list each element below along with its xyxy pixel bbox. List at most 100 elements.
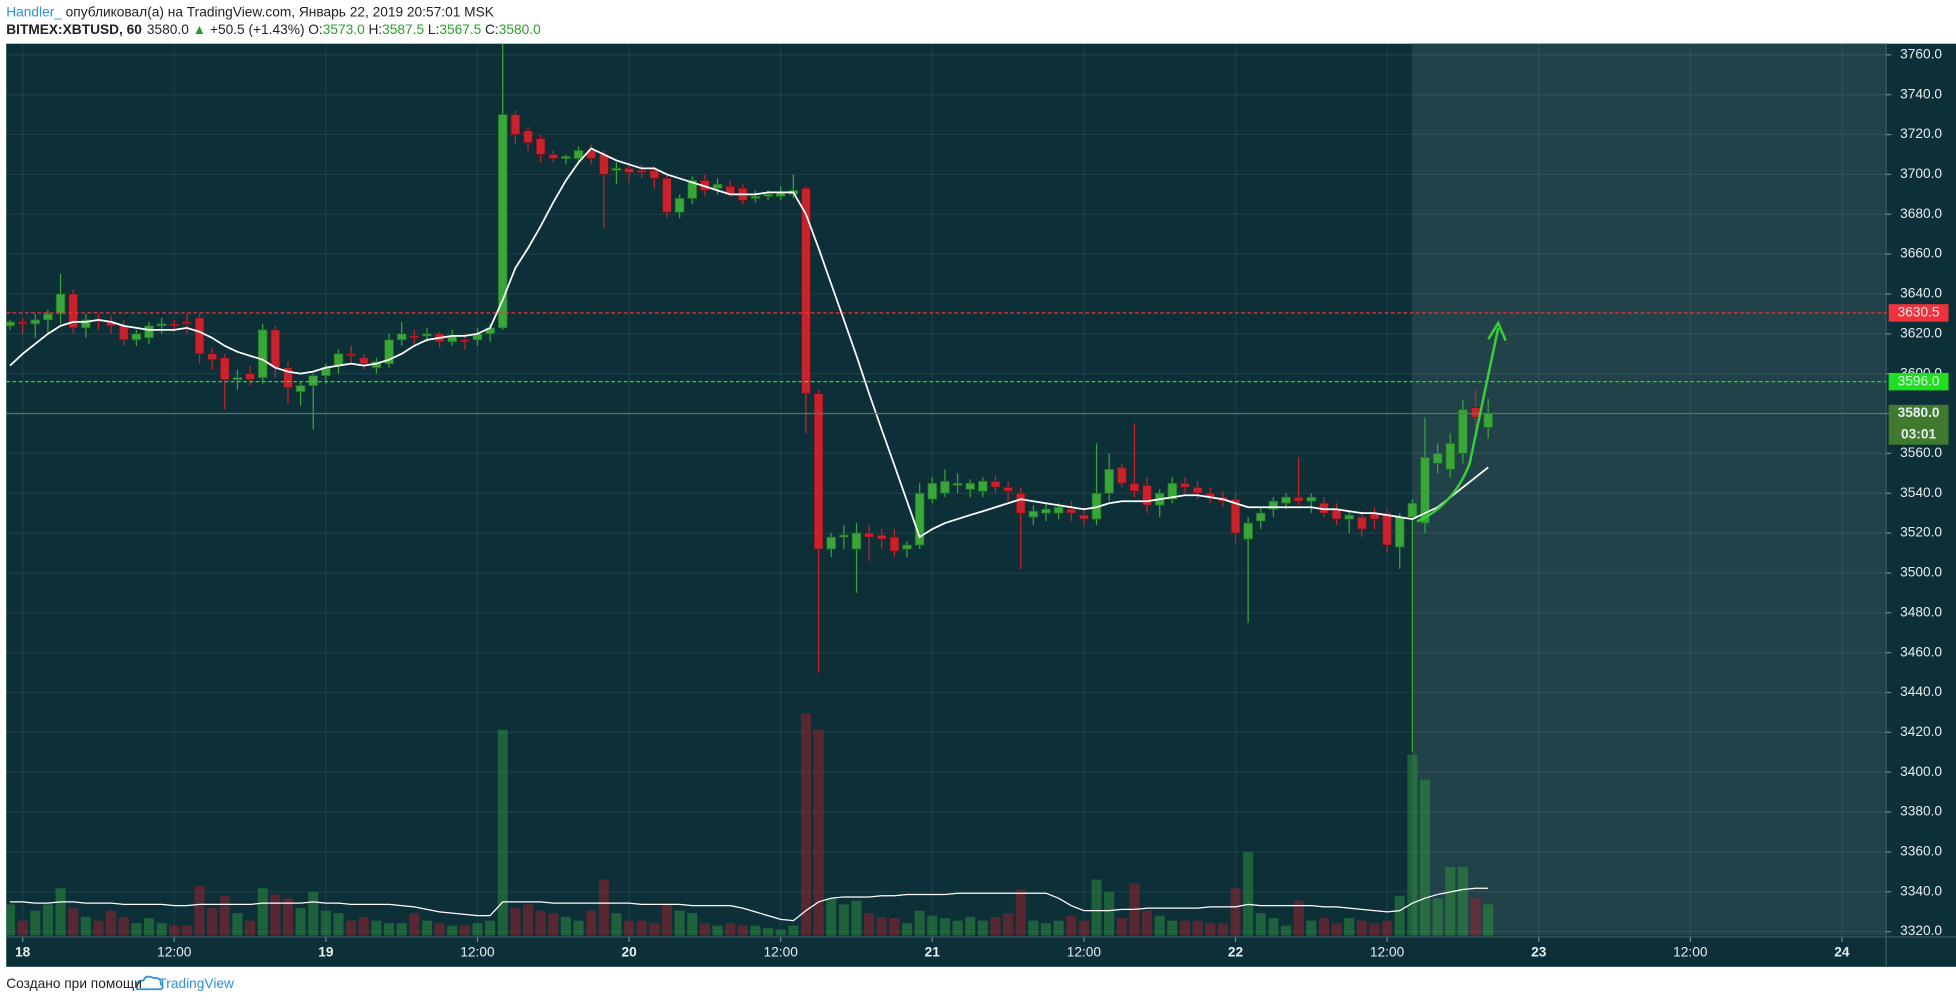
volume-bar: [485, 920, 496, 936]
candle-body: [182, 321, 192, 325]
candle-body: [826, 536, 837, 550]
volume-bar: [1243, 852, 1254, 936]
footer-text: Создано при помощи: [6, 976, 142, 991]
x-tick-label: 20: [621, 945, 637, 960]
volume-bar: [864, 913, 875, 936]
arrow-head: [1487, 320, 1507, 342]
candle-body: [902, 544, 912, 550]
volume-bar: [901, 923, 913, 936]
volume-bar: [990, 916, 1001, 936]
volume-bar: [320, 910, 331, 936]
volume-bar: [750, 925, 761, 936]
y-tick-label: 3680.0: [1900, 206, 1942, 221]
volume-bar: [358, 916, 369, 936]
volume-bar: [68, 908, 79, 936]
volume-bar: [181, 925, 192, 936]
candle-body: [1458, 409, 1468, 454]
volume-bar: [1407, 754, 1418, 936]
volume-bar: [1066, 915, 1077, 936]
candle-body: [245, 373, 255, 381]
volume-bar: [447, 925, 458, 936]
volume-bar: [194, 885, 205, 936]
candle-body: [497, 114, 508, 329]
y-tick-label: 3500.0: [1900, 565, 1942, 580]
volume-bar: [661, 904, 673, 936]
volume-bar: [1331, 923, 1342, 936]
header-line-2: BITMEX:XBTUSD, 60 3580.0 ▲ +50.5 (+1.43%) O:…: [6, 22, 541, 37]
level-label: 3630.5: [1898, 305, 1940, 320]
volume-bar: [156, 923, 167, 936]
volume-bar: [1040, 923, 1052, 936]
volume-bar: [409, 913, 420, 936]
volume-bar: [800, 713, 812, 936]
h-label: H:: [368, 22, 382, 37]
candle-body: [194, 317, 205, 355]
volume-bar: [851, 900, 862, 936]
candle-body: [561, 156, 571, 159]
candle-body: [1167, 482, 1178, 500]
candle-body: [1382, 512, 1392, 546]
y-tick-label: 3640.0: [1900, 286, 1942, 301]
volume-bar: [1015, 889, 1026, 936]
volume-bar: [1003, 913, 1014, 936]
candle-body: [649, 170, 660, 179]
volume-bar: [1192, 920, 1203, 936]
y-tick-label: 3540.0: [1900, 485, 1942, 500]
candle-body: [118, 325, 129, 341]
volume-bar: [636, 920, 647, 936]
candle-body: [1142, 484, 1152, 506]
volume-bar: [813, 729, 824, 936]
candle-body: [1028, 510, 1039, 518]
author[interactable]: Handler_: [6, 4, 62, 19]
y-tick-label: 3480.0: [1900, 604, 1942, 619]
candle-body: [1445, 443, 1456, 470]
volume-ma-line: [9, 887, 1489, 922]
candle-body: [207, 353, 217, 361]
candle-body: [156, 323, 167, 327]
candle-body: [813, 393, 824, 550]
last: 3580.0: [147, 22, 189, 37]
x-tick-label: 19: [318, 945, 334, 960]
volume-bar: [219, 895, 230, 936]
volume-bar: [1205, 923, 1216, 936]
volume-bar: [1078, 920, 1089, 936]
candle-body: [1331, 508, 1342, 520]
volume-bar: [889, 918, 900, 936]
volume-bar: [699, 923, 710, 936]
candle-body: [333, 353, 344, 367]
volume-bar: [586, 910, 597, 936]
volume-bar: [497, 729, 508, 936]
candle-body: [81, 319, 91, 329]
y-tick-label: 3660.0: [1900, 246, 1942, 261]
l: 3567.5: [439, 22, 481, 37]
candle-body: [1306, 496, 1317, 502]
volume-bar: [535, 910, 546, 936]
volume-bar: [674, 910, 685, 936]
candle-body: [624, 168, 634, 173]
y-tick-label: 3720.0: [1900, 126, 1942, 141]
level-tag: [1888, 304, 1949, 322]
published: опубликовал(а) на TradingView.com, Январ…: [66, 4, 494, 19]
footer-brand[interactable]: TradingView: [158, 976, 234, 991]
candle-body: [573, 150, 584, 159]
volume-bar: [383, 923, 395, 936]
candle-body: [876, 534, 887, 540]
volume-bar: [737, 925, 748, 936]
volume-bar: [118, 916, 129, 936]
volume-bar: [1369, 923, 1380, 936]
y-tick-label: 3620.0: [1900, 325, 1942, 340]
candle-body: [1344, 514, 1355, 520]
volume-bar: [143, 918, 155, 936]
x-tick-label: 22: [1228, 945, 1244, 960]
volume-bar: [80, 916, 91, 936]
volume-bar: [712, 925, 723, 936]
volume-bar: [1280, 925, 1292, 936]
candle-body: [257, 329, 268, 379]
volume-bar: [257, 888, 268, 936]
volume-bar: [775, 929, 786, 936]
candle-body: [750, 195, 761, 199]
candle-body: [232, 377, 243, 381]
candle-body: [30, 319, 41, 325]
candle-body: [1281, 496, 1291, 504]
x-tick-label: 12:00: [1673, 945, 1708, 960]
